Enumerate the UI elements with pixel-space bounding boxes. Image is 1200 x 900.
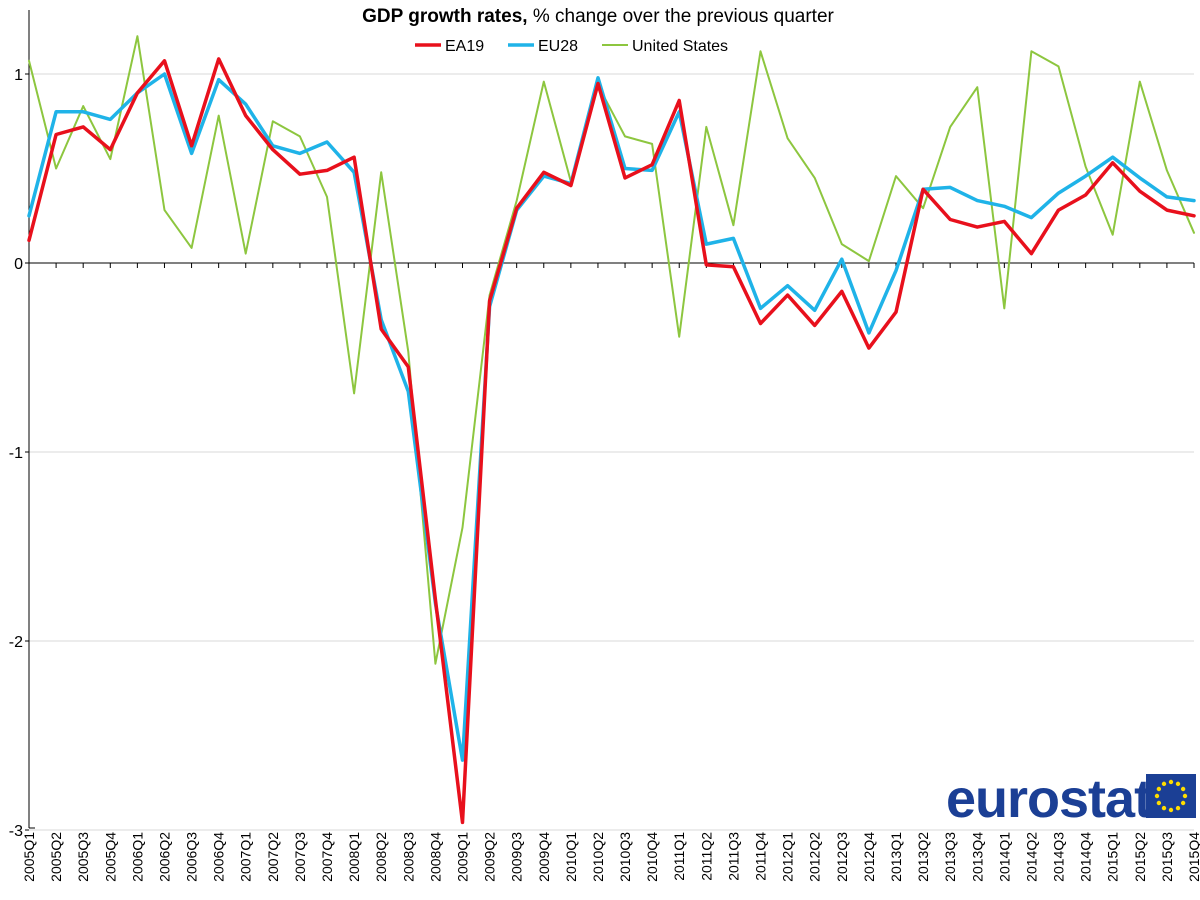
x-tick-label: 2014Q4 [1078,832,1094,882]
y-tick-label: 1 [14,67,23,84]
x-tick-label: 2015Q4 [1186,832,1200,882]
eu-flag-star [1180,800,1186,806]
x-tick-label: 2005Q2 [48,832,64,882]
x-tick-label: 2011Q3 [725,832,741,881]
y-tick-label: 0 [14,256,23,273]
x-tick-label: 2006Q3 [184,832,200,882]
series-line-eu28 [27,72,1196,762]
series-line-ea19 [27,57,1196,825]
y-tick-label: -3 [9,823,23,840]
x-tick-label: 2012Q2 [807,832,823,882]
legend-label-united-states: United States [632,38,728,55]
eu-flag-star [1168,779,1174,785]
eu-flag-star [1182,793,1188,799]
x-tick-label: 2005Q4 [102,832,118,882]
x-tick-label: 2012Q3 [834,832,850,882]
x-tick-label: 2006Q2 [156,832,172,882]
x-tick-label: 2007Q3 [292,832,308,882]
x-tick-label: 2009Q4 [536,832,552,882]
series-line-united-states [28,35,1195,665]
eu-flag-star [1154,793,1160,799]
legend: EA19 EU28 United States [415,38,728,55]
x-tick-label: 2009Q3 [509,832,525,882]
x-tick-label: 2011Q1 [671,832,687,881]
x-tick-label: 2006Q1 [129,832,145,882]
x-tick-label: 2013Q4 [969,832,985,882]
x-tick-label: 2010Q3 [617,832,633,882]
x-tick-label: 2014Q3 [1051,832,1067,882]
x-tick-label: 2006Q4 [211,832,227,882]
eurostat-logo-text: eurostat [946,769,1152,829]
eu-flag-star [1161,781,1167,787]
x-tick-label: 2014Q1 [996,832,1012,882]
gridlines [29,73,1194,831]
x-tick-label: 2013Q1 [888,832,904,882]
x-tick-label: 2012Q1 [780,832,796,882]
x-tick-label: 2005Q1 [21,832,37,882]
x-tick-label: 2007Q4 [319,832,335,882]
x-tick-label: 2008Q2 [373,832,389,882]
x-tick-label: 2008Q4 [427,832,443,882]
x-tick-label: 2010Q2 [590,832,606,882]
x-tick-label: 2007Q2 [265,832,281,882]
chart-title: GDP growth rates, % change over the prev… [362,6,834,27]
y-tick-label: -1 [9,445,23,462]
x-tick-label: 2011Q4 [753,832,769,881]
y-axis: 1 0 -1 -2 -3 [9,67,29,840]
x-tick-label: 2010Q4 [644,832,660,882]
x-tick-label: 2014Q2 [1023,832,1039,882]
eu-flag-star [1175,781,1181,787]
x-tick-label: 2008Q3 [400,832,416,882]
x-axis: 2005Q1 2005Q2 2005Q3 2005Q4 2006Q1 2006Q2 2006… [21,262,1200,882]
eu-flag-star [1156,786,1162,792]
series-lines [27,35,1196,825]
x-tick-label: 2009Q1 [454,832,470,882]
x-tick-label: 2015Q2 [1132,832,1148,882]
x-tick-label: 2005Q3 [75,832,91,882]
legend-label-eu28: EU28 [538,38,578,55]
x-tick-label: 2010Q1 [563,832,579,882]
x-tick-label: 2012Q4 [861,832,877,882]
x-tick-label: 2009Q2 [482,832,498,882]
x-tick-label: 2015Q1 [1105,832,1121,882]
eu-flag-star [1180,786,1186,792]
chart-title-bold: GDP growth rates, [362,6,527,27]
chart-title-rest: % change over the previous quarter [528,6,835,27]
eu-flag-icon [1146,774,1196,818]
x-tick-label: 2008Q1 [346,832,362,882]
eu-flag-star [1168,807,1174,813]
eu-flag-star [1161,805,1167,811]
eu-flag-star [1156,800,1162,806]
eurostat-logo: eurostat [944,770,1200,828]
x-tick-label: 2013Q2 [915,832,931,882]
x-tick-label: 2013Q3 [942,832,958,882]
y-tick-label: -2 [9,634,23,651]
x-tick-label: 2007Q1 [238,832,254,882]
x-tick-label: 2015Q3 [1159,832,1175,882]
x-tick-label: 2011Q2 [698,832,714,881]
legend-label-ea19: EA19 [445,38,484,55]
eu-flag-star [1175,805,1181,811]
